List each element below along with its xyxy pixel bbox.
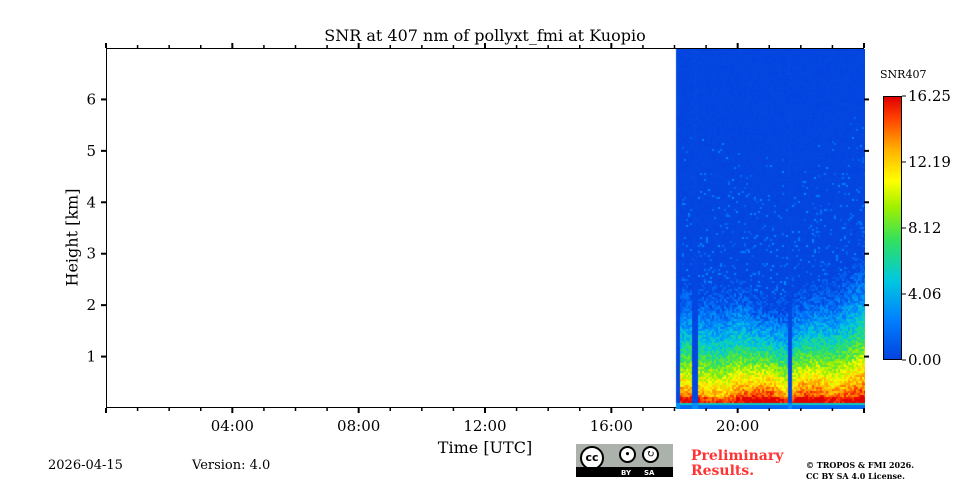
colorbar-tick: 16.25 [908, 87, 951, 105]
cc-icon: cc [580, 446, 604, 470]
share-alike-icon: ↻ [642, 446, 659, 463]
copyright: © TROPOS & FMI 2026. CC BY SA 4.0 Licens… [806, 460, 914, 482]
y-tick-label: 5 [86, 142, 96, 160]
copyright-line1: © TROPOS & FMI 2026. [806, 460, 915, 470]
x-tick-label: 04:00 [211, 417, 254, 435]
colorbar-tick: 0.00 [908, 351, 942, 369]
colorbar-tick: 12.19 [908, 153, 951, 171]
x-tick-label: 12:00 [463, 417, 506, 435]
y-tick-label: 4 [86, 193, 96, 211]
x-axis-label: Time [UTC] [437, 438, 533, 457]
x-tick-label: 20:00 [716, 417, 759, 435]
person-icon: • [619, 446, 636, 463]
preliminary-line1: Preliminary [691, 448, 784, 464]
chart-title: SNR at 407 nm of pollyxt_fmi at Kuopio [324, 26, 646, 45]
y-tick-label: 1 [86, 348, 96, 366]
colorbar-tick: 8.12 [908, 219, 942, 237]
plot-area [106, 48, 865, 409]
colorbar [883, 96, 902, 360]
preliminary-notice: Preliminary Results. [691, 449, 783, 479]
date-label: 2026-04-15 [48, 458, 123, 473]
cc-by-label: BY [621, 469, 632, 477]
copyright-line2: CC BY SA 4.0 License. [806, 471, 905, 481]
x-tick-label: 16:00 [590, 417, 633, 435]
cc-license-logo: cc • ↻ BY SA [576, 444, 673, 477]
x-tick-label: 08:00 [337, 417, 380, 435]
y-tick-label: 2 [86, 296, 96, 314]
cc-sa-label: SA [644, 469, 655, 477]
preliminary-line2: Results. [691, 463, 755, 479]
colorbar-label: SNR407 [880, 68, 927, 81]
colorbar-tick: 4.06 [908, 285, 942, 303]
y-tick-label: 6 [86, 90, 96, 108]
y-axis-label: Height [km] [62, 188, 82, 287]
snr-heatmap [107, 49, 865, 409]
y-tick-label: 3 [86, 245, 96, 263]
version-label: Version: 4.0 [192, 458, 271, 473]
